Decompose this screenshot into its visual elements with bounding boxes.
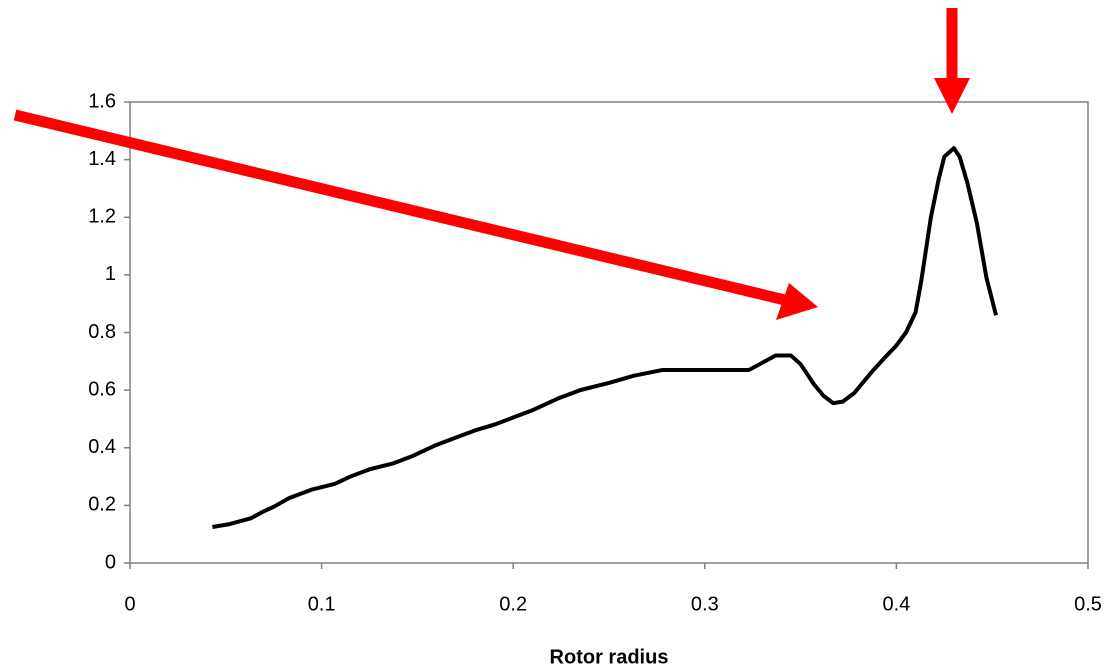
x-tick-label: 0.5 bbox=[1074, 593, 1102, 615]
x-tick-label: 0.2 bbox=[499, 593, 527, 615]
arrow-head bbox=[934, 78, 970, 114]
y-tick-label: 1.2 bbox=[88, 206, 116, 228]
y-tick-label: 0.2 bbox=[88, 494, 116, 516]
x-axis-label: Rotor radius bbox=[550, 646, 669, 668]
y-tick-label: 1 bbox=[105, 263, 116, 285]
data-line bbox=[212, 146, 998, 529]
y-tick-label: 0 bbox=[105, 551, 116, 573]
plot-area bbox=[129, 101, 1089, 564]
x-tick-label: 0.3 bbox=[691, 593, 719, 615]
arrow-shaft bbox=[13, 109, 787, 306]
x-tick-label: 0.1 bbox=[308, 593, 336, 615]
annotation-arrows bbox=[13, 8, 970, 320]
x-tick-label: 0 bbox=[124, 593, 135, 615]
y-tick-label: 1.6 bbox=[88, 90, 116, 112]
y-tick-label: 0.4 bbox=[88, 436, 116, 458]
y-tick-label: 1.4 bbox=[88, 148, 116, 170]
y-tick-label: 0.6 bbox=[88, 378, 116, 400]
y-tick-label: 0.8 bbox=[88, 321, 116, 343]
arrow-head bbox=[776, 283, 818, 320]
x-tick-label: 0.4 bbox=[882, 593, 910, 615]
